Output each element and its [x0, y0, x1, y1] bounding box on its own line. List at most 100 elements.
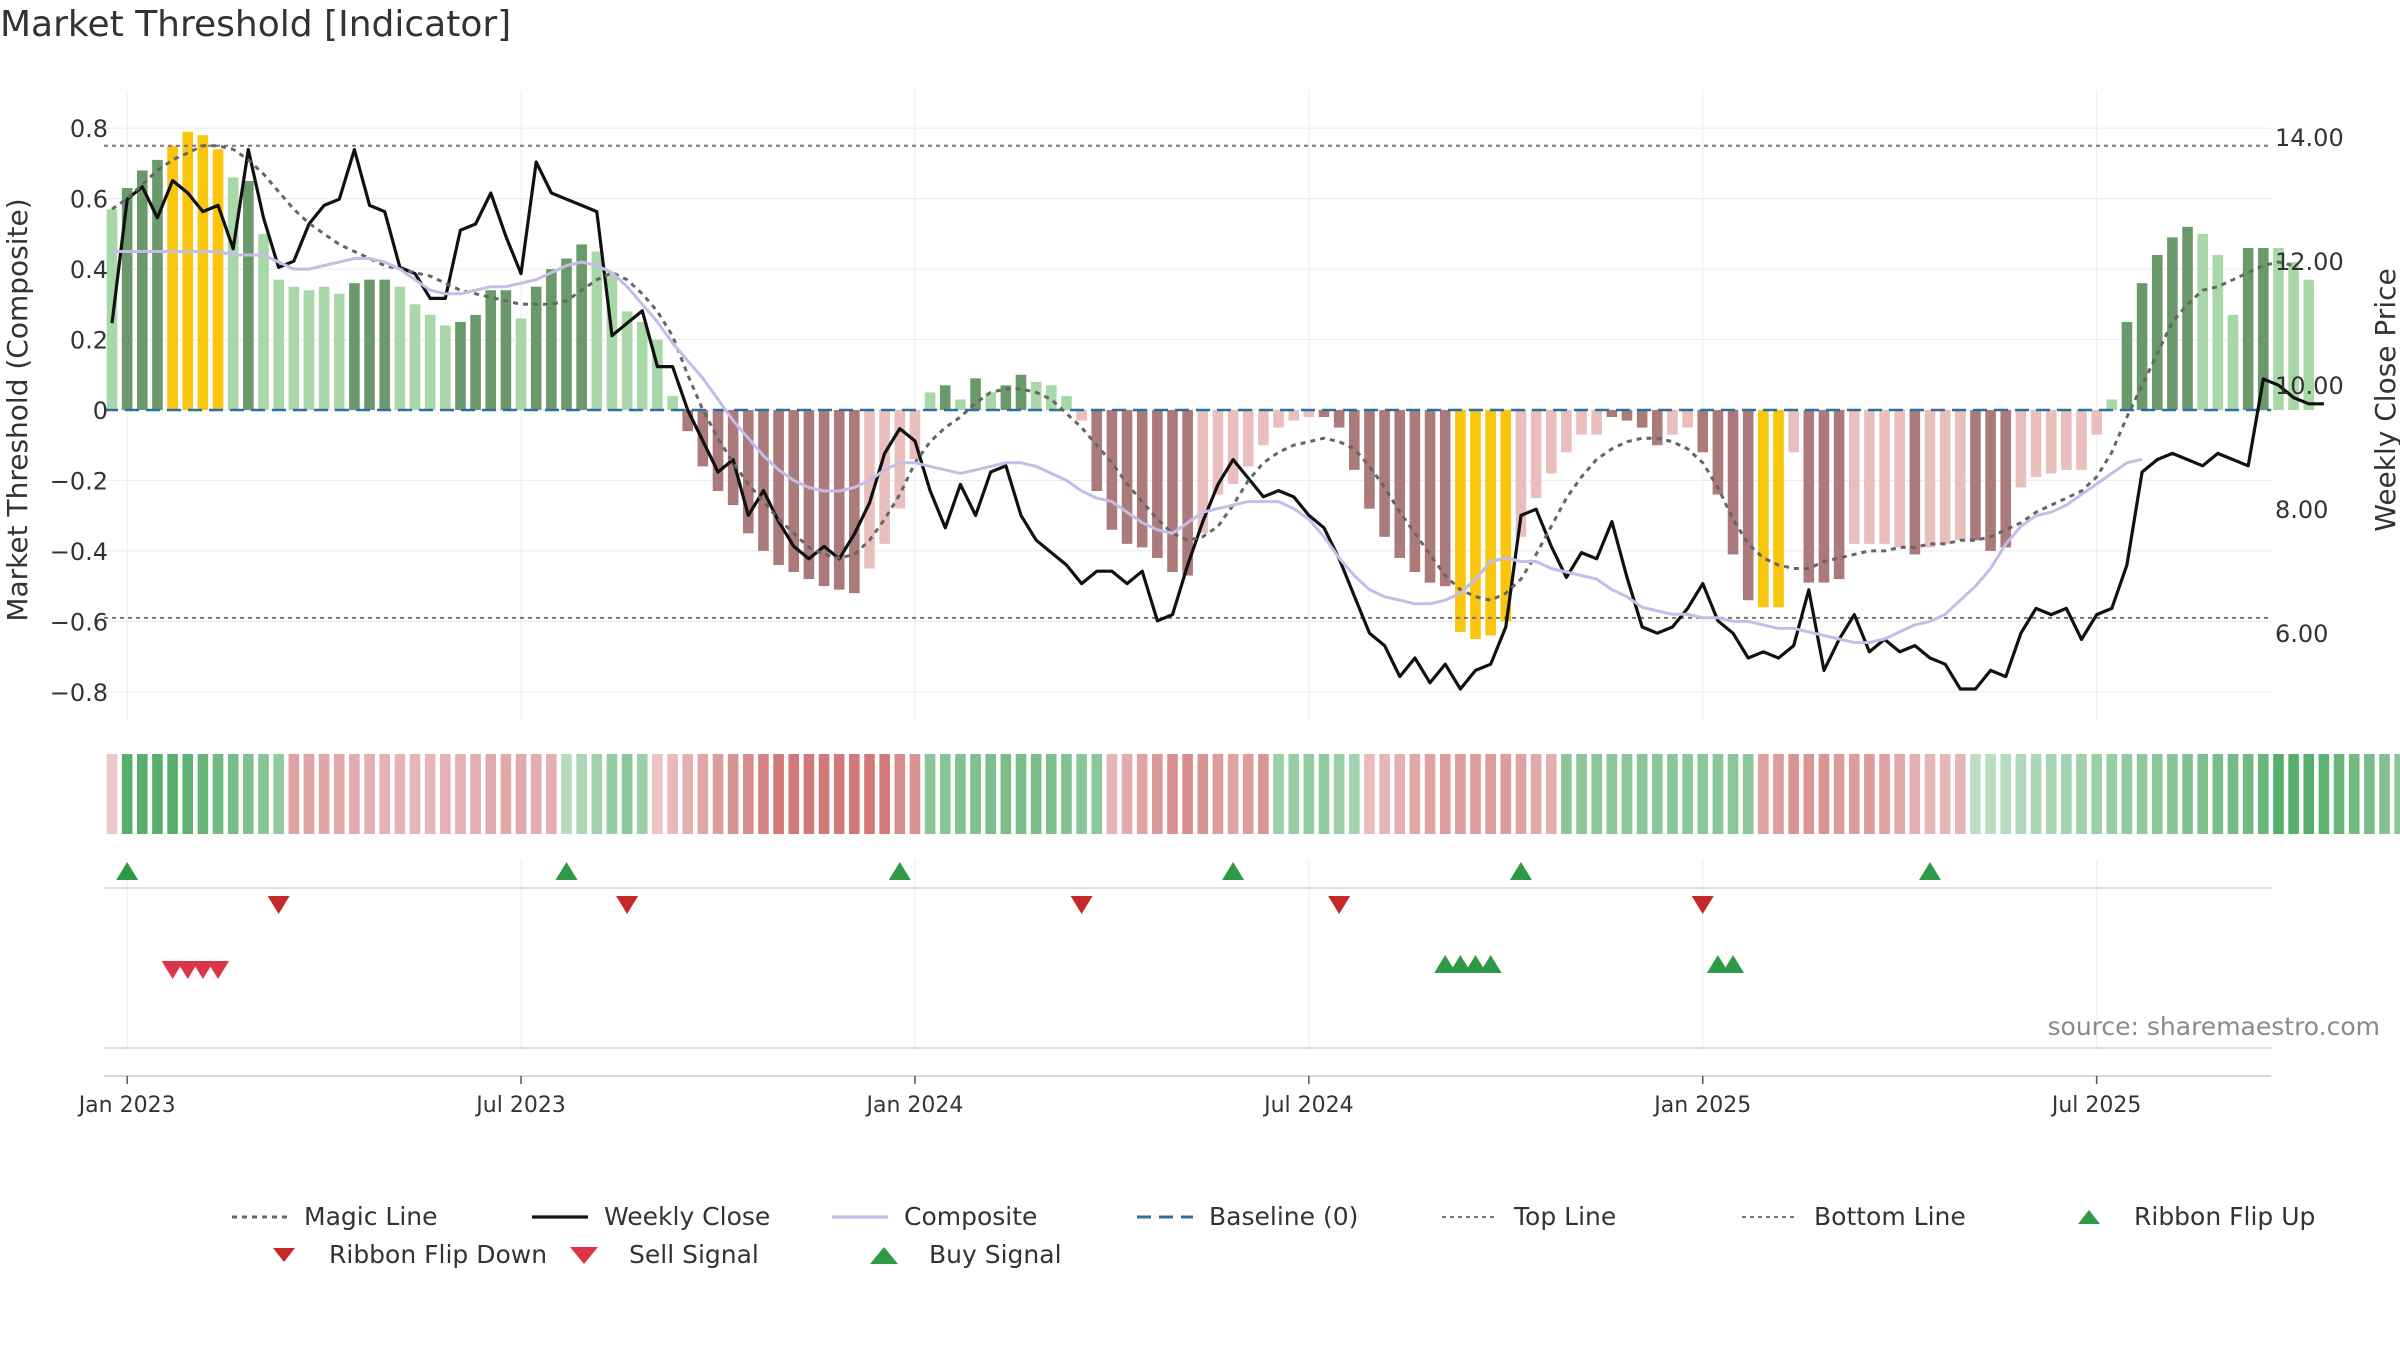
legend-swatch	[2078, 1209, 2100, 1224]
ribbon-cell	[1030, 754, 1042, 834]
composite-bar	[1773, 410, 1784, 608]
buy-signal-marker	[1449, 955, 1472, 973]
ribbon-cell	[636, 754, 648, 834]
ribbon-cell	[1258, 754, 1269, 834]
ribbon-cell	[2348, 754, 2360, 834]
composite-bar	[1576, 410, 1587, 435]
axis-layer: 0.8 0.6 0.4 0.2 0 −0.2 −0.4 −0.6 −0.8 14.00 12.00 1…	[1, 115, 2400, 1118]
ribbon-cell	[1046, 754, 1057, 834]
legend-item: Baseline (0)	[1135, 1202, 1358, 1231]
ribbon-cell	[1394, 754, 1406, 834]
legend-item: Bottom Line	[1740, 1202, 1966, 1231]
ribbon-cell	[2182, 754, 2193, 834]
ribbon-cell	[1636, 754, 1648, 834]
composite-bar	[212, 149, 224, 410]
sell-signal-marker	[191, 961, 214, 979]
ribbon-cell	[743, 754, 754, 834]
ribbon-cell	[1106, 754, 1118, 834]
composite-bar	[1985, 410, 1996, 551]
ribbon-cell	[833, 754, 845, 834]
ribbon-cell	[121, 754, 133, 834]
composite-bar	[924, 392, 936, 410]
composite-bar	[2182, 226, 2193, 410]
ribbon-cell	[879, 754, 890, 834]
ribbon-cell	[1712, 754, 1724, 834]
composite-bar	[182, 131, 194, 411]
x-tick-label: Jul 2024	[1262, 1093, 1354, 1118]
ribbon-cell	[1076, 754, 1087, 834]
left-tick-label: 0.4	[70, 256, 108, 284]
x-tick-label: Jul 2025	[2050, 1093, 2142, 1118]
ribbon-cell	[1591, 754, 1602, 834]
ribbon-cell	[470, 754, 481, 834]
composite-bar	[243, 181, 254, 410]
bars-layer	[106, 131, 2315, 639]
buy-signal-marker	[1434, 955, 1457, 973]
composite-bar	[1197, 410, 1209, 534]
ribbon-cell	[106, 754, 118, 834]
ribbon-flip-down-marker	[1328, 896, 1351, 914]
right-tick-label: 14.00	[2275, 124, 2344, 152]
legend-swatch	[1442, 1215, 1498, 1218]
composite-bar	[803, 410, 815, 580]
composite-bar	[743, 410, 754, 534]
composite-bar	[364, 279, 375, 410]
legend: Magic Line Weekly Close Composite Baseline …	[230, 1202, 2370, 1292]
ribbon-cell	[652, 754, 663, 834]
ribbon-cell	[2151, 754, 2163, 834]
ribbon-cell	[1227, 754, 1239, 834]
ribbon-cell	[1273, 754, 1284, 834]
composite-bar	[1682, 410, 1693, 428]
composite-bar	[1909, 410, 1921, 555]
sell-signal-marker	[161, 961, 184, 979]
left-tick-label: 0	[93, 397, 108, 425]
legend-swatch	[832, 1214, 888, 1219]
ribbon-cell	[1212, 754, 1224, 834]
composite-bar	[1318, 410, 1330, 418]
composite-bar	[1106, 410, 1118, 530]
right-axis-title: Weekly Close Price	[2369, 268, 2400, 531]
ribbon-cell	[788, 754, 800, 834]
ribbon-cell	[1121, 754, 1133, 834]
ribbon-cell	[333, 754, 345, 834]
composite-bar	[1545, 410, 1557, 474]
composite-bar	[1879, 410, 1890, 544]
right-tick-label: 12.00	[2275, 248, 2344, 276]
ribbon-cell	[1136, 754, 1148, 834]
composite-bar	[909, 410, 921, 460]
ribbon-cell	[409, 754, 421, 834]
ribbon-cell	[364, 754, 375, 834]
ribbon-cell	[530, 754, 542, 834]
ribbon-cell	[955, 754, 966, 834]
composite-bar	[167, 145, 178, 410]
ribbon-cell	[2364, 754, 2375, 834]
left-tick-label: −0.8	[50, 679, 108, 707]
composite-bar	[1485, 410, 1496, 636]
composite-bar	[2030, 410, 2042, 477]
ribbon-cell	[379, 754, 390, 834]
ribbon-cell	[485, 754, 497, 834]
ribbon-cell	[1697, 754, 1709, 834]
composite-bar	[561, 258, 572, 410]
ribbon-cell	[2273, 754, 2284, 834]
ribbon-cell	[1303, 754, 1315, 834]
ribbon-cell	[864, 754, 875, 834]
composite-bar	[652, 339, 663, 410]
composite-bar	[1091, 410, 1103, 492]
chart-title: Market Threshold [Indicator]	[0, 4, 512, 45]
ribbon-cell	[1530, 754, 1542, 834]
legend-label: Bottom Line	[1814, 1202, 1966, 1231]
ribbon-cell	[1349, 754, 1360, 834]
ribbon-cell	[1197, 754, 1209, 834]
composite-bar	[970, 378, 981, 410]
ribbon-cell	[1364, 754, 1375, 834]
composite-bar	[1591, 410, 1602, 435]
left-axis-title: Market Threshold (Composite)	[1, 198, 34, 621]
legend-label: Ribbon Flip Up	[2134, 1202, 2316, 1231]
composite-bar	[1046, 385, 1057, 410]
ribbon-cell	[576, 754, 587, 834]
legend-label: Weekly Close	[604, 1202, 771, 1231]
ribbon-cell	[1061, 754, 1072, 834]
x-tick-label: Jul 2023	[474, 1093, 566, 1118]
ribbon-cell	[1742, 754, 1754, 834]
